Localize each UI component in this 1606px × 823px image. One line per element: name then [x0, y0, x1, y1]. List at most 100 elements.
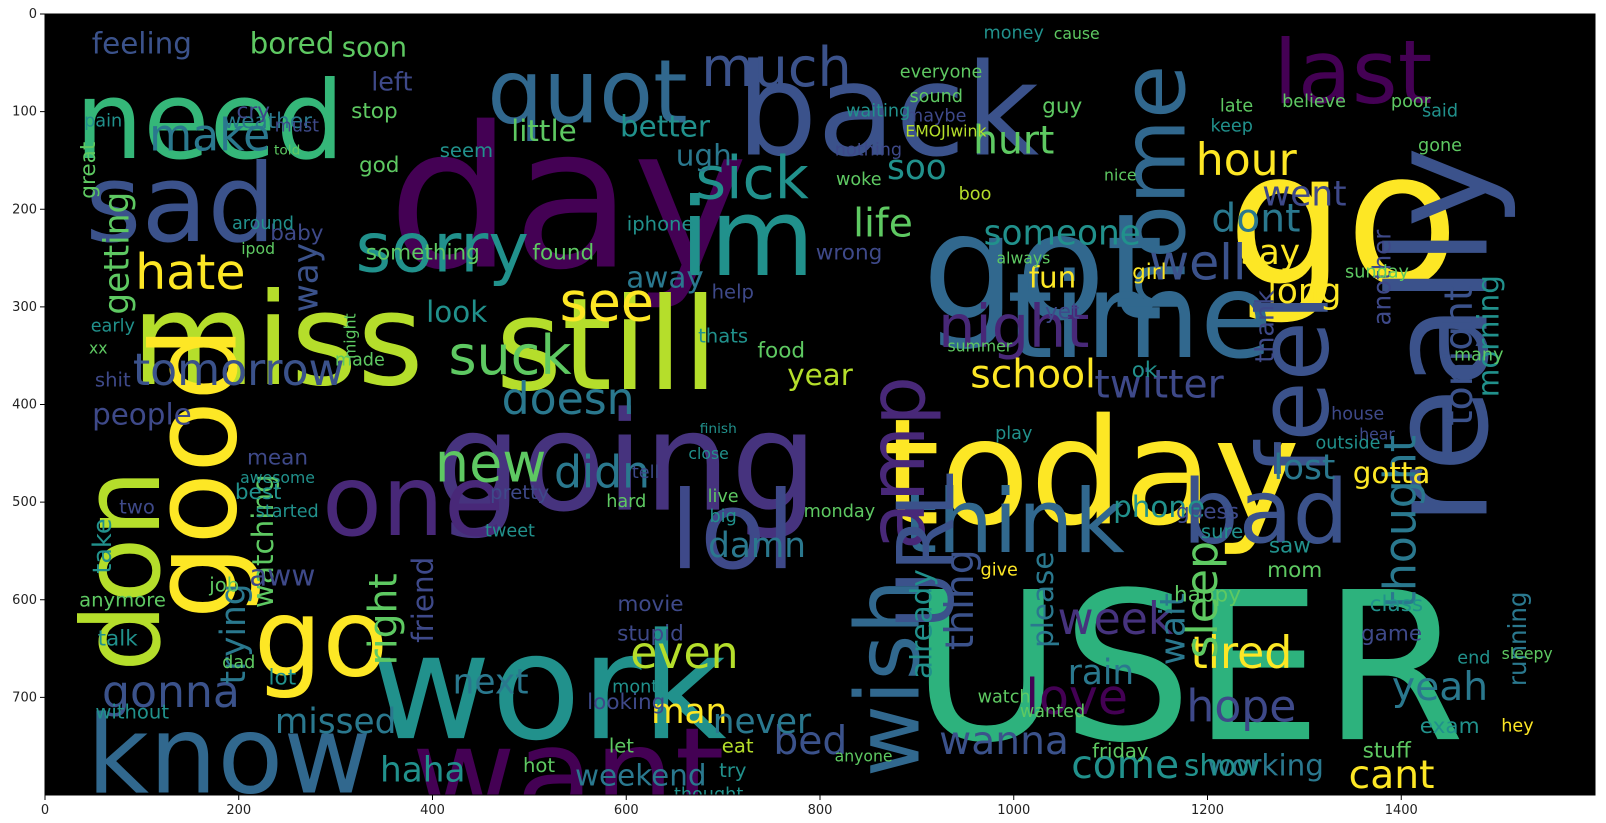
x-tick-label: 0: [41, 803, 49, 818]
word-saw: saw: [1269, 534, 1311, 559]
word-tomorrow: tomorrow: [133, 345, 345, 396]
word-give: give: [981, 560, 1018, 580]
word-xx: xx: [89, 338, 108, 357]
word-im: im: [680, 176, 815, 301]
word-please: please: [1026, 552, 1060, 648]
word-keep: keep: [1210, 116, 1252, 136]
word-school: school: [970, 353, 1096, 398]
word-quot: quot: [487, 41, 687, 144]
word-finish: finish: [700, 421, 737, 437]
word-left: left: [371, 67, 412, 97]
word-need: need: [75, 59, 344, 184]
word-two: two: [119, 496, 155, 519]
word-job: job: [208, 574, 239, 597]
word-see: see: [560, 270, 654, 333]
word-god: god: [359, 153, 400, 178]
word-show: show: [1184, 749, 1260, 783]
word-come: come: [1071, 743, 1179, 788]
word-game: game: [1361, 621, 1422, 646]
y-tick-label: 400: [12, 398, 37, 413]
y-tick-label: 300: [12, 300, 37, 315]
word-hot: hot: [523, 754, 555, 777]
word-stuff: stuff: [1363, 739, 1412, 764]
word-girl: girl: [1132, 260, 1167, 285]
word-weekend: weekend: [575, 758, 707, 792]
word-long: long: [1267, 272, 1341, 312]
y-tick-label: 0: [29, 7, 37, 22]
word-haha: haha: [380, 751, 466, 791]
word-hate: hate: [135, 244, 245, 301]
word-month: month: [612, 678, 669, 698]
word-must: must: [275, 116, 320, 136]
word-man: man: [651, 692, 727, 732]
word-went: went: [1262, 175, 1346, 215]
word-got: got: [922, 182, 1163, 353]
word-talk: talk: [98, 626, 139, 651]
word-sick: sick: [696, 144, 809, 213]
word-cry: cry: [237, 99, 271, 124]
word-help: help: [712, 281, 754, 304]
word-suck: suck: [448, 324, 572, 387]
word-said: said: [1422, 102, 1458, 122]
word-pain: pain: [84, 111, 122, 131]
word-end: end: [1457, 648, 1490, 668]
x-tick-label: 1200: [1191, 803, 1224, 818]
word-still: still: [496, 272, 719, 420]
word-close: close: [688, 444, 728, 463]
word-today: today: [882, 387, 1300, 558]
word-pretty: pretty: [490, 481, 549, 504]
word-seem: seem: [440, 139, 493, 162]
word-week: week: [1058, 594, 1174, 645]
word-try: try: [719, 759, 747, 782]
word-getting: getting: [98, 192, 138, 315]
word-fun: fun: [1029, 261, 1077, 295]
word-think: think: [903, 470, 1125, 573]
word-around: around: [232, 214, 294, 234]
word-thank: thank: [1251, 290, 1281, 363]
word-work: work: [371, 602, 727, 773]
word-live: live: [708, 487, 739, 507]
word-woke: woke: [836, 170, 882, 190]
word-friend: friend: [406, 557, 440, 643]
word-next: next: [453, 663, 529, 703]
word-night: night: [938, 292, 1089, 361]
word-outside: outside: [1315, 434, 1380, 454]
word-even: even: [630, 628, 738, 679]
word-morning: morning: [1471, 275, 1505, 397]
word-last: last: [1273, 21, 1432, 124]
word-going: going: [435, 384, 818, 543]
word-ok: ok: [1132, 358, 1158, 383]
x-tick-label: 1400: [1385, 803, 1418, 818]
word-lost: lost: [1273, 448, 1335, 488]
word-lol: lol: [670, 469, 796, 594]
x-tick-label: 200: [226, 803, 251, 818]
word-good: good: [127, 326, 264, 619]
word-gone: gone: [1418, 136, 1462, 156]
word-lot: lot: [269, 665, 297, 690]
word-gonna: gonna: [102, 667, 240, 718]
word-watching: watching: [246, 474, 280, 608]
word-mean: mean: [247, 446, 308, 471]
word-movie: movie: [617, 592, 683, 617]
word-early: early: [91, 316, 135, 336]
word-ipod: ipod: [241, 239, 275, 258]
word-damn: damn: [708, 526, 806, 566]
word-hey: hey: [1501, 717, 1533, 737]
word-new: new: [435, 432, 546, 495]
word-miss: miss: [131, 267, 423, 415]
word-away: away: [626, 261, 703, 295]
word-eat: eat: [722, 735, 754, 758]
word-someone: someone: [984, 214, 1141, 254]
word-bed: bed: [773, 719, 847, 764]
y-tick-label: 600: [12, 593, 37, 608]
word-never: never: [713, 702, 812, 742]
word-tell: tell: [632, 463, 660, 483]
word-really: really: [1361, 147, 1520, 526]
word-right: right: [362, 573, 407, 665]
x-tick-label: 1000: [997, 803, 1030, 818]
word-something: something: [366, 241, 480, 266]
word-happy: happy: [1174, 582, 1241, 607]
word-emojiwink: EMOJIwink: [905, 122, 987, 141]
word-stupid: stupid: [617, 621, 684, 646]
